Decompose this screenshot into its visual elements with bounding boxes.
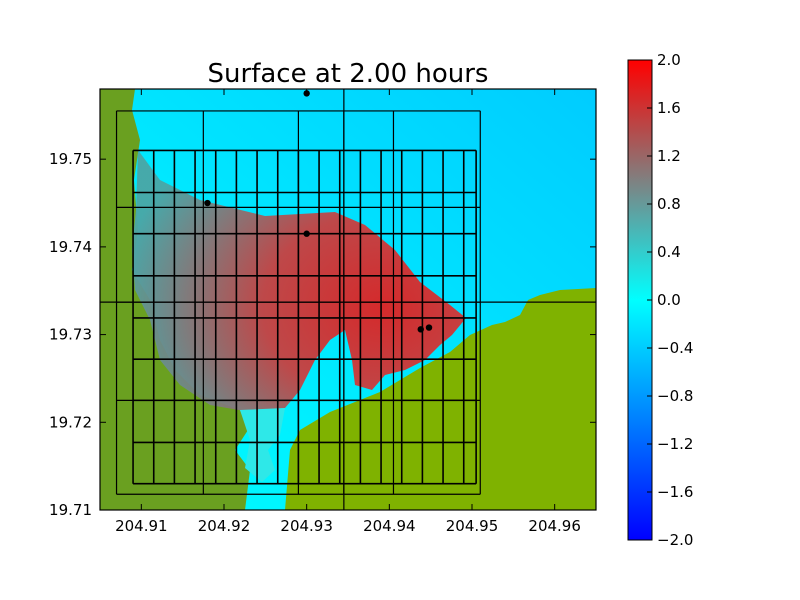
gauge-point: [425, 324, 433, 331]
colorbar-tick-label: 1.6: [657, 99, 681, 117]
x-tick-label: 204.91: [115, 517, 168, 535]
colorbar: 2.0 1.6 1.2 0.8 0.4 0.0 −0.4 −0.8 −1.2 −1.6 −2.0: [627, 51, 693, 549]
y-tick-label: 19.71: [49, 501, 92, 519]
plot-frame: [99, 88, 597, 511]
colorbar-tick-label: 0.8: [657, 195, 681, 213]
land-east: [285, 288, 596, 510]
colorbar-tick-label: 0.0: [657, 291, 681, 309]
x-tick-label: 204.96: [528, 517, 581, 535]
colorbar-tick-label: 2.0: [657, 51, 681, 69]
y-tick-label: 19.73: [49, 326, 92, 344]
chart-title: Surface at 2.00 hours: [208, 59, 489, 89]
x-tick-label: 204.94: [363, 517, 416, 535]
x-axis: 204.91 204.92 204.93 204.94 204.95 204.96: [115, 89, 581, 535]
colorbar-tick-label: −2.0: [657, 531, 693, 549]
colorbar-tick-label: −0.4: [657, 339, 693, 357]
colorbar-tick-label: −1.2: [657, 435, 693, 453]
x-tick-label: 204.95: [446, 517, 499, 535]
x-tick-label: 204.93: [280, 517, 333, 535]
x-tick-label: 204.92: [198, 517, 251, 535]
colorbar-tick-label: 0.4: [657, 243, 681, 261]
y-tick-label: 19.75: [49, 150, 92, 168]
colorbar-tick-label: −1.6: [657, 483, 693, 501]
y-tick-label: 19.74: [49, 238, 92, 256]
gauge-point: [204, 199, 211, 207]
grid-layer: [100, 89, 596, 510]
colorbar-tick-label: −0.8: [657, 387, 693, 405]
gauge-point: [303, 230, 310, 237]
gauge-point: [417, 326, 424, 333]
channel-water: [240, 408, 285, 482]
colorbar-ticks: 2.0 1.6 1.2 0.8 0.4 0.0 −0.4 −0.8 −1.2 −1.6 −2.0: [647, 51, 693, 549]
y-tick-label: 19.72: [49, 413, 92, 431]
y-axis: 19.71 19.72 19.73 19.74 19.75: [49, 150, 596, 519]
colorbar-tick-label: 1.2: [657, 147, 681, 165]
